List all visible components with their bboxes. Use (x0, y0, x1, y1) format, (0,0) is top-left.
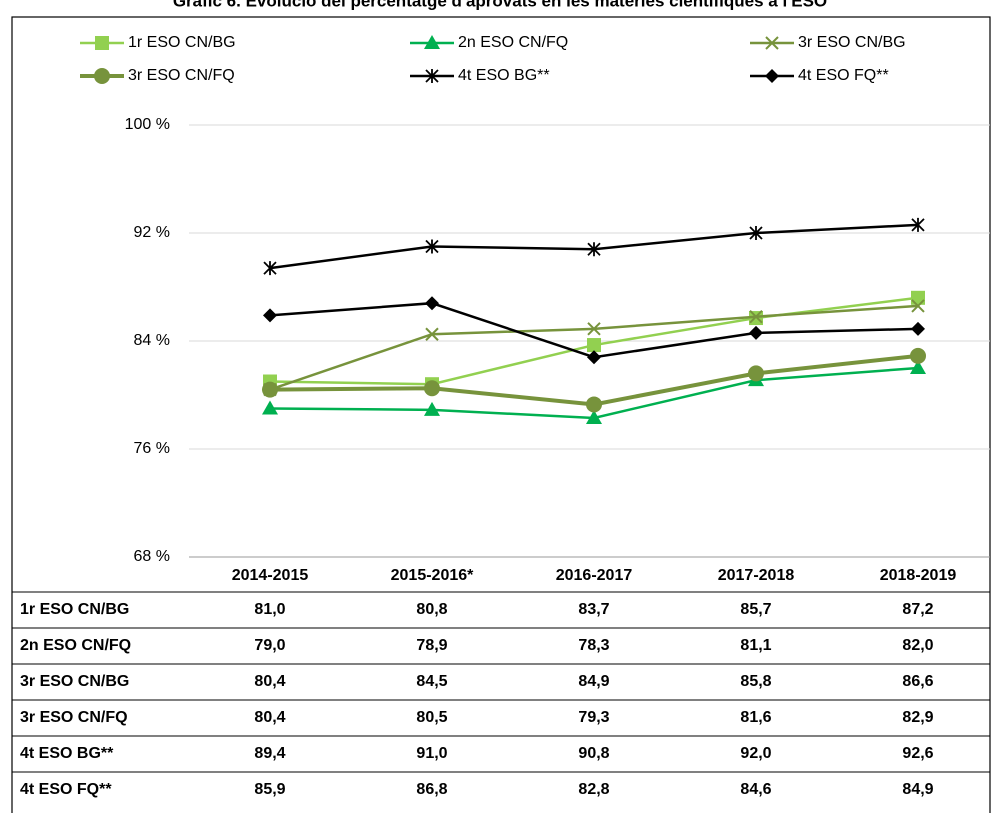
y-tick-label: 68 % (134, 548, 170, 565)
legend-marker (95, 36, 109, 50)
table-cell: 80,8 (416, 601, 447, 618)
marker (911, 217, 925, 232)
table-cell: 81,1 (740, 637, 771, 654)
row-label: 3r ESO CN/FQ (20, 709, 128, 726)
chart-title: Gràfic 6. Evolució del percentatge d'apr… (173, 0, 827, 10)
marker (262, 381, 278, 398)
table-cell: 80,5 (416, 709, 447, 726)
row-label: 4t ESO FQ** (20, 781, 112, 798)
table-cell: 82,9 (902, 709, 933, 726)
table-cell: 79,0 (254, 637, 285, 654)
table-cell: 81,6 (740, 709, 771, 726)
legend-label: 4t ESO FQ** (798, 67, 889, 84)
legend-marker (765, 36, 779, 50)
table-cell: 78,3 (578, 637, 609, 654)
marker (586, 409, 602, 424)
y-tick-label: 84 % (134, 332, 170, 349)
table-cell: 84,9 (902, 781, 933, 798)
legend-marker (94, 68, 110, 84)
marker (424, 380, 440, 397)
table-cell: 83,7 (578, 601, 609, 618)
frame (11, 16, 991, 813)
legend-label: 3r ESO CN/BG (798, 34, 906, 51)
legend-label: 2n ESO CN/FQ (458, 34, 568, 51)
table-cell: 92,0 (740, 745, 771, 762)
marker (586, 396, 602, 413)
marker (749, 226, 763, 240)
marker (425, 327, 439, 341)
x-tick-label: 2015-2016* (391, 567, 475, 584)
legend-marker (425, 69, 439, 83)
marker (910, 347, 926, 364)
table-cell: 90,8 (578, 745, 609, 762)
marker (262, 400, 278, 415)
row-label: 3r ESO CN/BG (20, 673, 129, 690)
marker (263, 261, 277, 276)
table-cell: 85,7 (740, 601, 771, 618)
legend-marker (424, 35, 440, 49)
table-cell: 85,8 (740, 673, 771, 690)
table-cell: 84,5 (416, 673, 447, 690)
table-cell: 91,0 (416, 745, 447, 762)
row-label: 1r ESO CN/BG (20, 601, 129, 618)
table-cell: 86,6 (902, 673, 933, 690)
marker (587, 322, 601, 336)
legend-label: 4t ESO BG** (458, 67, 550, 84)
marker (425, 296, 439, 311)
table-cell: 85,9 (254, 781, 285, 798)
table-cell: 82,0 (902, 637, 933, 654)
marker (911, 299, 925, 313)
table-cell: 84,9 (578, 673, 609, 690)
row-label: 2n ESO CN/FQ (20, 637, 131, 654)
marker (910, 360, 926, 374)
marker (749, 325, 763, 340)
marker (587, 242, 601, 257)
y-tick-label: 92 % (134, 224, 170, 241)
table-cell: 79,3 (578, 709, 609, 726)
marker (911, 290, 925, 305)
table-cell: 84,6 (740, 781, 771, 798)
x-tick-label: 2018-2019 (880, 567, 957, 584)
table-cell: 82,8 (578, 781, 609, 798)
table-cell: 78,9 (416, 637, 447, 654)
table-cell: 89,4 (254, 745, 285, 762)
y-tick-label: 76 % (134, 440, 170, 457)
table-cell: 92,6 (902, 745, 933, 762)
marker (748, 365, 764, 382)
x-tick-label: 2014-2015 (232, 567, 309, 584)
marker (263, 308, 277, 323)
marker (587, 350, 601, 365)
y-tick-label: 100 % (125, 116, 170, 133)
marker (587, 338, 601, 353)
legend-label: 1r ESO CN/BG (128, 34, 236, 51)
x-tick-label: 2017-2018 (718, 567, 795, 584)
table-cell: 81,0 (254, 601, 285, 618)
marker (749, 309, 763, 324)
marker (425, 239, 439, 254)
marker (424, 401, 440, 416)
table-cell: 87,2 (902, 601, 933, 618)
legend-marker (765, 69, 779, 83)
x-tick-label: 2016-2017 (556, 567, 633, 584)
legend-label: 3r ESO CN/FQ (128, 67, 235, 84)
table-cell: 86,8 (416, 781, 447, 798)
row-label: 4t ESO BG** (20, 745, 114, 762)
marker (911, 321, 925, 336)
table-cell: 80,4 (254, 673, 285, 690)
table-cell: 80,4 (254, 709, 285, 726)
